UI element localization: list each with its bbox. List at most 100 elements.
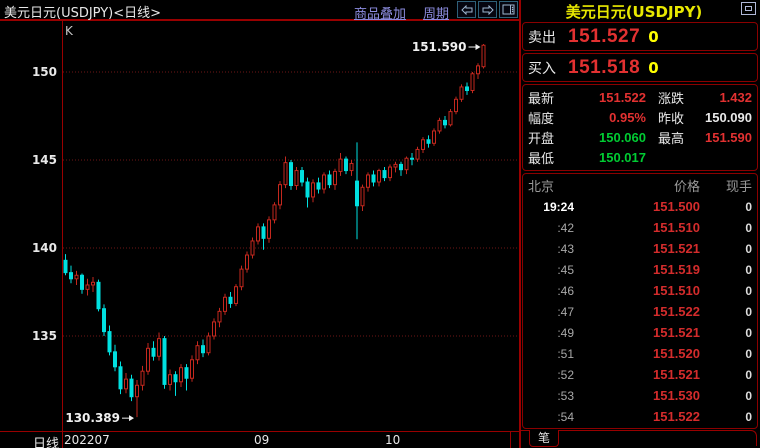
annotation-arrow-head bbox=[129, 415, 134, 422]
candle-body bbox=[124, 378, 128, 390]
tick-price: 151.510 bbox=[653, 220, 700, 235]
candle-body bbox=[305, 181, 310, 198]
candle-body bbox=[157, 338, 161, 357]
tick-price: 151.521 bbox=[653, 241, 700, 256]
next-button[interactable] bbox=[478, 1, 497, 18]
prev-button[interactable] bbox=[457, 1, 476, 18]
tick-time: :54 bbox=[557, 409, 574, 424]
candle-body bbox=[212, 321, 216, 337]
candle-body bbox=[118, 366, 123, 390]
tick-price: 151.500 bbox=[653, 199, 700, 214]
col-time: 北京 bbox=[528, 180, 555, 195]
candle-body bbox=[410, 157, 414, 160]
candle-body bbox=[470, 73, 475, 91]
candle-body bbox=[173, 374, 178, 383]
tab-bar-line-right bbox=[559, 430, 757, 446]
candle-body bbox=[129, 378, 134, 398]
candle-body bbox=[443, 119, 447, 126]
y-axis-label: 150 bbox=[32, 65, 57, 79]
sell-size: 0 bbox=[648, 27, 659, 46]
buy-quote-row[interactable]: 买入 151.518 0 bbox=[522, 53, 758, 82]
stat-value: 0.95% bbox=[609, 109, 646, 125]
candle-body bbox=[102, 308, 106, 333]
candle-body bbox=[278, 184, 282, 206]
candle-body bbox=[217, 310, 222, 323]
layout-button[interactable] bbox=[499, 1, 518, 18]
candle-body bbox=[151, 347, 156, 357]
tick-row: :43 151.521 0 bbox=[528, 238, 752, 259]
candle-body bbox=[355, 180, 359, 207]
tick-row: :42 151.510 0 bbox=[528, 217, 752, 238]
candle-body bbox=[184, 367, 189, 379]
panel-divider bbox=[519, 0, 521, 448]
candle-body bbox=[459, 86, 464, 100]
candle-body bbox=[393, 163, 398, 168]
candle-body bbox=[206, 335, 211, 354]
candle-body bbox=[146, 347, 150, 372]
tick-time: :53 bbox=[557, 388, 574, 403]
timeframe-label[interactable]: 日线 bbox=[33, 437, 60, 448]
tick-price: 151.519 bbox=[653, 262, 700, 277]
maximize-button[interactable] bbox=[741, 2, 756, 15]
candle-body bbox=[437, 119, 442, 132]
tick-price: 151.521 bbox=[653, 325, 700, 340]
tick-volume: 0 bbox=[745, 388, 752, 403]
candle-body bbox=[448, 111, 453, 126]
tab-tick[interactable]: 笔 bbox=[529, 430, 559, 447]
stat-low: 最低 150.017 bbox=[528, 148, 646, 168]
maximize-icon bbox=[745, 6, 752, 11]
candle-body bbox=[399, 163, 403, 171]
candle-body bbox=[91, 281, 95, 286]
candle-body bbox=[239, 268, 244, 288]
candle-body bbox=[388, 166, 392, 179]
candle-body bbox=[382, 170, 387, 179]
candlestick-chart[interactable]: 150 145 140 135 151.590 130.389 bbox=[0, 21, 519, 448]
tick-table: 北京 价格 现手 19:24 151.500 0:42 151.510 0:43 151.… bbox=[522, 173, 758, 429]
tick-time: :46 bbox=[557, 283, 574, 298]
candle-body bbox=[195, 345, 200, 361]
stat-label: 幅度 bbox=[528, 111, 555, 127]
candle-body bbox=[294, 170, 299, 187]
symbol-title: 美元日元(USDJPY) bbox=[565, 3, 703, 21]
stat-change: 涨跌 1.432 bbox=[646, 87, 752, 107]
stat-latest: 最新 151.522 bbox=[528, 87, 646, 107]
stat-high: 最高 151.590 bbox=[646, 128, 752, 148]
tick-time: :49 bbox=[557, 325, 574, 340]
stat-value: 151.522 bbox=[599, 89, 646, 105]
tick-price: 151.522 bbox=[653, 304, 700, 319]
candle-body bbox=[256, 226, 260, 242]
tick-time: :42 bbox=[557, 220, 574, 235]
candle-body bbox=[371, 174, 376, 183]
stat-open: 开盘 150.060 bbox=[528, 128, 646, 148]
stat-value: 1.432 bbox=[719, 89, 752, 105]
candle-body bbox=[377, 170, 381, 183]
sell-quote-row[interactable]: 卖出 151.527 0 bbox=[522, 22, 758, 51]
tick-row: :54 151.522 0 bbox=[528, 406, 752, 427]
candle-body bbox=[250, 240, 255, 256]
x-axis-label: 202207 bbox=[64, 433, 110, 447]
stat-change-pct: 幅度 0.95% bbox=[528, 107, 646, 127]
tick-volume: 0 bbox=[745, 325, 752, 340]
period-link[interactable]: 周期 bbox=[423, 7, 450, 22]
candle-body bbox=[267, 219, 271, 239]
candle-body bbox=[168, 374, 172, 385]
tick-volume: 0 bbox=[745, 304, 752, 319]
tick-row: :51 151.520 0 bbox=[528, 343, 752, 364]
overlay-link[interactable]: 商品叠加 bbox=[354, 7, 407, 22]
sell-label: 卖出 bbox=[528, 29, 556, 46]
tick-price: 151.510 bbox=[653, 283, 700, 298]
candle-body bbox=[432, 130, 436, 144]
buy-price: 151.518 bbox=[568, 56, 641, 78]
tick-time: :43 bbox=[557, 241, 574, 256]
buy-size: 0 bbox=[648, 58, 659, 77]
tick-row: :46 151.510 0 bbox=[528, 280, 752, 301]
tick-volume: 0 bbox=[745, 283, 752, 298]
candle-body bbox=[421, 139, 425, 150]
tick-volume: 0 bbox=[745, 409, 752, 424]
arrow-right-icon bbox=[482, 4, 494, 15]
candle-body bbox=[201, 345, 205, 354]
candle-body bbox=[333, 170, 337, 186]
price-annotation: 151.590 bbox=[412, 40, 467, 54]
candle-body bbox=[74, 274, 79, 280]
stat-label: 开盘 bbox=[528, 132, 555, 148]
